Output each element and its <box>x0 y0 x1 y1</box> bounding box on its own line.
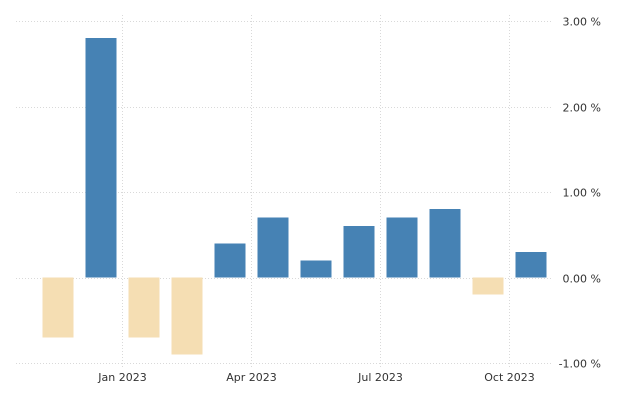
bar <box>128 277 160 338</box>
x-tick-label: Apr 2023 <box>226 371 277 384</box>
bar <box>42 277 74 338</box>
x-tick-label: Oct 2023 <box>484 371 535 384</box>
y-tick-label: 2.00 % <box>563 102 601 115</box>
bar <box>429 209 461 278</box>
bar <box>515 251 547 278</box>
bar <box>472 277 504 295</box>
bar <box>343 226 375 278</box>
y-tick-label: 3.00 % <box>563 16 601 29</box>
bar <box>300 260 332 278</box>
x-tick-label: Jan 2023 <box>97 371 146 384</box>
x-tick-label: Jul 2023 <box>357 371 403 384</box>
bar <box>257 217 289 278</box>
bar <box>386 217 418 278</box>
bars <box>42 38 547 355</box>
grid <box>16 15 553 367</box>
y-axis-labels: 3.00 % 2.00 % 1.00 % 0.00 % -1.00 % <box>559 16 601 371</box>
y-tick-label: 1.00 % <box>563 187 601 200</box>
bar <box>171 277 203 355</box>
y-tick-label: 0.00 % <box>563 273 601 286</box>
bar <box>85 38 117 278</box>
x-axis-labels: Jan 2023 Apr 2023 Jul 2023 Oct 2023 <box>97 371 534 384</box>
y-tick-label: -1.00 % <box>559 358 601 371</box>
bar <box>214 243 246 278</box>
